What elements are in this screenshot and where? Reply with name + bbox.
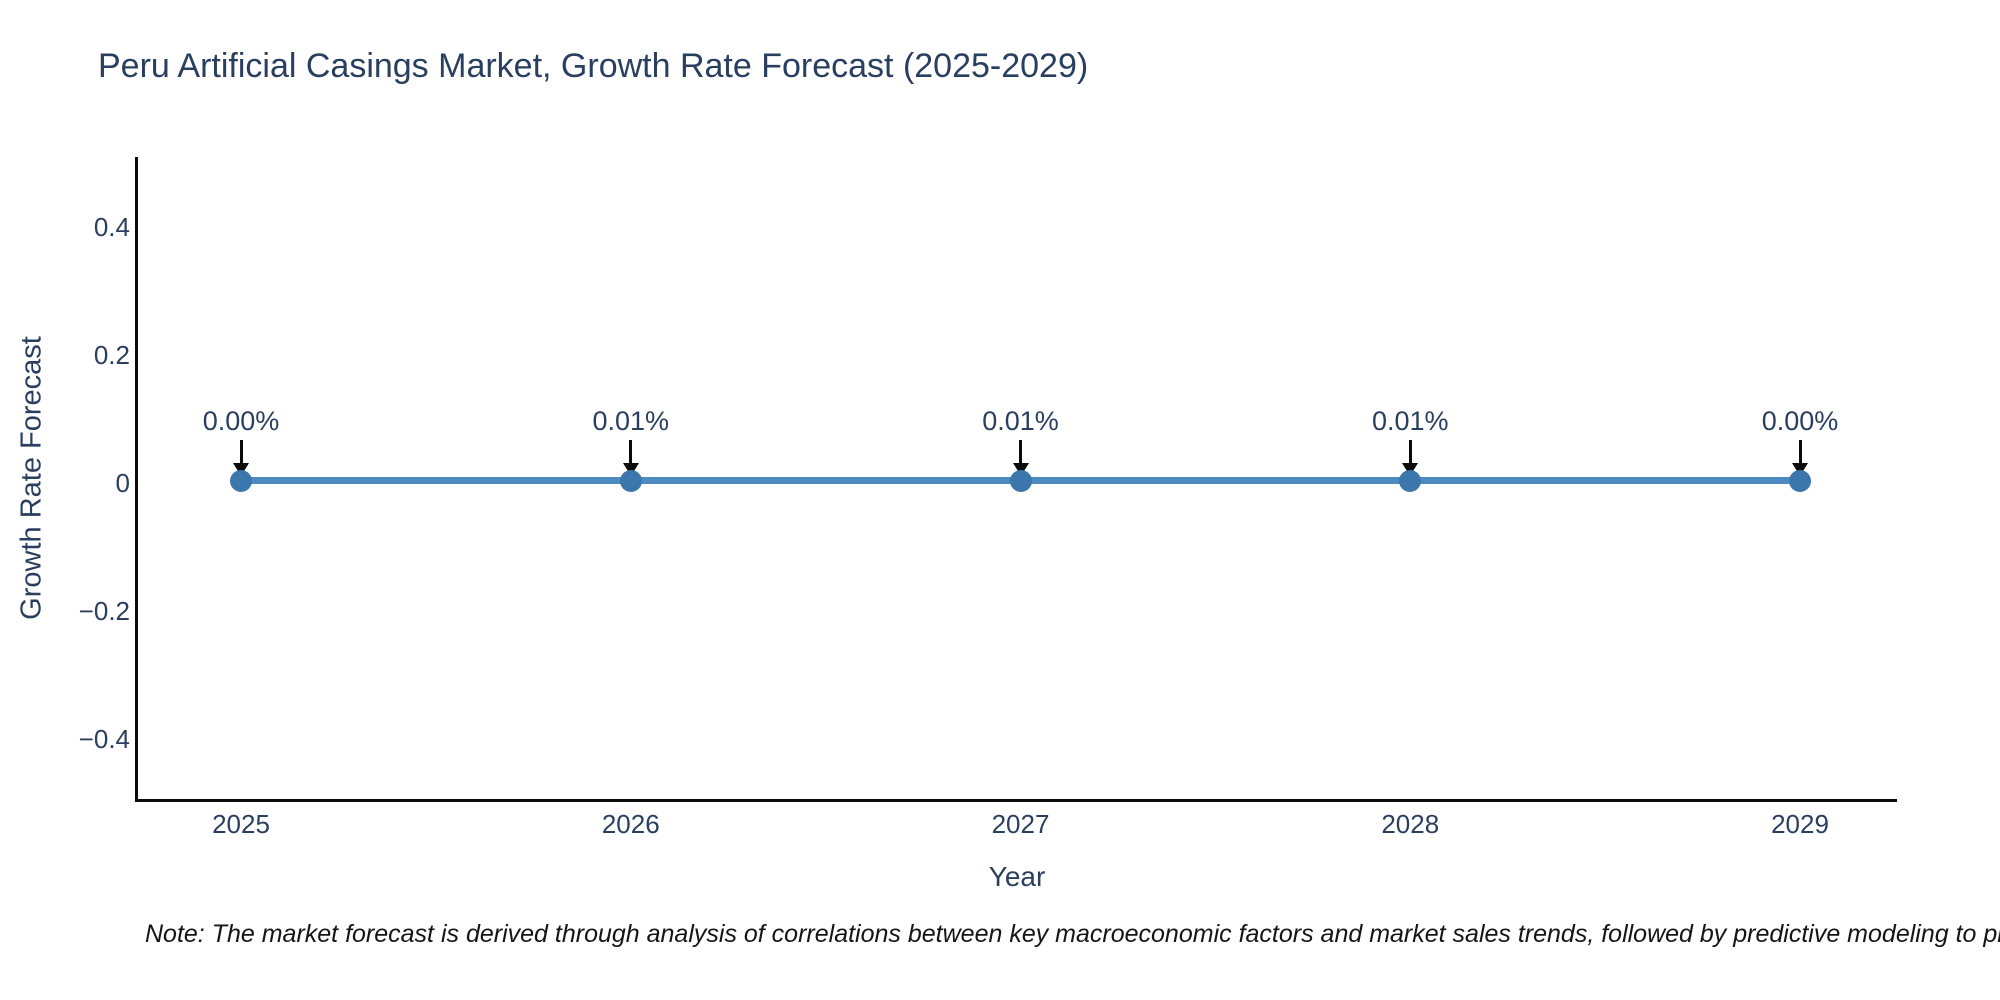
annotation-arrow-line [1798, 440, 1802, 465]
chart-title: Peru Artificial Casings Market, Growth R… [98, 47, 1089, 85]
data-point-annotation: 0.00% [1761, 406, 1839, 436]
data-point-marker [619, 469, 642, 492]
forecast-methodology-note: Note: The market forecast is derived thr… [145, 920, 2000, 948]
data-point-annotation: 0.01% [982, 406, 1059, 436]
data-point-marker [1399, 469, 1422, 492]
data-point-marker [1789, 470, 1811, 492]
x-tick-label: 2029 [1771, 809, 1829, 839]
y-tick-label: −0.4 [78, 724, 130, 754]
y-axis-line [135, 157, 138, 802]
x-axis-title: Year [988, 861, 1046, 892]
y-tick-label: −0.2 [78, 596, 130, 626]
annotation-arrow-line [239, 440, 243, 465]
data-point-marker [230, 470, 252, 492]
annotation-arrow-line [629, 440, 633, 465]
y-tick-label: 0.4 [93, 212, 130, 242]
x-axis-line [135, 799, 1897, 802]
data-point-annotation: 0.00% [202, 406, 280, 436]
data-point-marker [1009, 469, 1032, 492]
x-tick-label: 2025 [212, 809, 270, 839]
x-tick-label: 2028 [1381, 809, 1440, 839]
y-tick-label: 0 [115, 468, 130, 498]
data-point-annotation: 0.01% [1371, 406, 1449, 436]
annotation-arrow-line [1408, 440, 1412, 465]
y-tick-label: 0.2 [93, 340, 130, 370]
x-tick-label: 2026 [601, 809, 660, 839]
x-tick-label: 2027 [991, 809, 1050, 839]
annotation-arrow-line [1019, 440, 1022, 465]
data-point-annotation: 0.01% [592, 406, 670, 436]
